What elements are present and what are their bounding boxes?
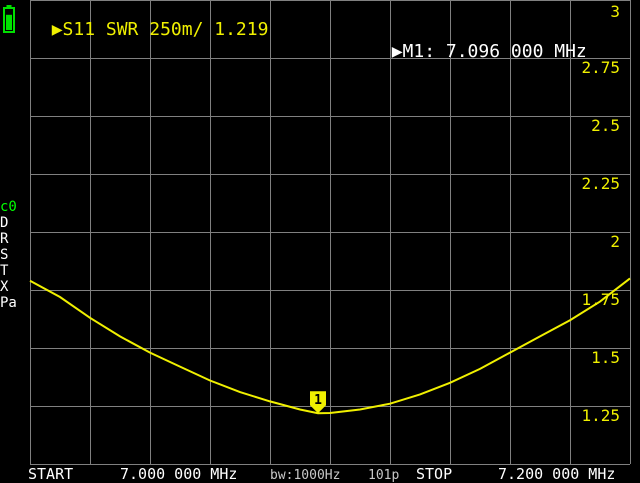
y-tick-label: 3 xyxy=(610,2,620,21)
y-tick-label: 2.25 xyxy=(581,174,620,193)
status-item[interactable]: S xyxy=(0,247,9,263)
start-frequency[interactable]: 7.000 000 MHz xyxy=(120,465,238,483)
triangle-right-icon: ▶ xyxy=(51,19,63,40)
marker-1[interactable]: 1 xyxy=(310,391,326,414)
status-item[interactable]: X xyxy=(0,279,9,295)
status-item[interactable]: c0 xyxy=(0,199,17,215)
points-label[interactable]: 101p xyxy=(368,468,400,483)
status-item[interactable]: T xyxy=(0,263,9,279)
status-item[interactable]: Pa xyxy=(0,295,17,311)
stop-label[interactable]: STOP xyxy=(416,465,453,483)
y-tick-label: 2 xyxy=(610,232,620,251)
trace-title[interactable]: ▶S11 SWR 250m/ 1.219 xyxy=(30,3,269,40)
status-item[interactable]: R xyxy=(0,231,9,247)
marker-readout[interactable]: ▶M1: 7.096 000 MHz xyxy=(370,25,587,61)
marker-readout-text: M1: 7.096 000 MHz xyxy=(402,41,587,62)
swr-trace-line xyxy=(29,277,631,415)
y-tick-label: 1.25 xyxy=(581,406,620,425)
marker-number: 1 xyxy=(314,393,322,408)
start-label[interactable]: START xyxy=(28,465,74,483)
status-item[interactable]: D xyxy=(0,215,9,231)
chart-grid xyxy=(30,0,631,465)
y-tick-label: 1.5 xyxy=(591,348,620,367)
battery-icon xyxy=(3,5,15,33)
trace-label: S11 SWR 250m/ 1.219 xyxy=(62,19,269,40)
y-tick-label: 2.75 xyxy=(581,58,620,77)
y-tick-label: 1.75 xyxy=(581,290,620,309)
triangle-right-icon: ▶ xyxy=(391,41,403,62)
bandwidth-label[interactable]: bw:1000Hz xyxy=(270,468,341,483)
stop-frequency[interactable]: 7.200 000 MHz xyxy=(498,465,616,483)
y-tick-label: 2.5 xyxy=(591,116,620,135)
marker-flag-icon xyxy=(310,391,326,414)
